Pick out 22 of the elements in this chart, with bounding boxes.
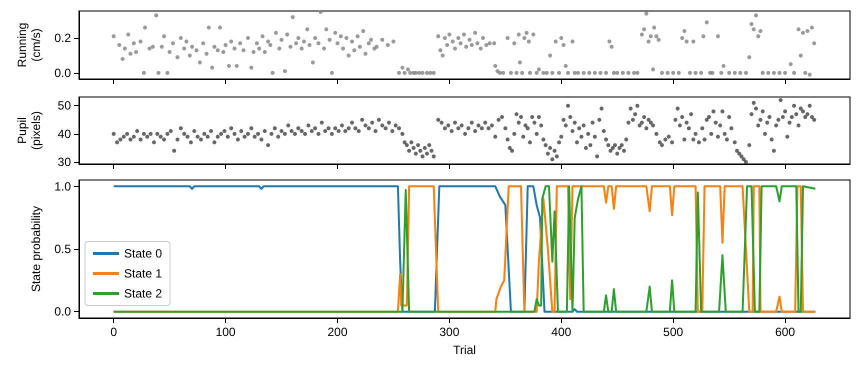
- x-tick-label: 200: [327, 325, 348, 339]
- x-tick-label: 0: [110, 325, 118, 339]
- y-axis-title: State probability: [29, 206, 43, 292]
- y-tick-label: 0.2: [54, 31, 72, 46]
- y-axis-title: Running (cm/s): [15, 22, 43, 68]
- y-tick-label: 30: [58, 155, 72, 170]
- legend-label: State 1: [124, 266, 162, 280]
- y-tick-label: 0.5: [54, 242, 72, 256]
- x-axis-title: Trial: [453, 343, 476, 357]
- y-tick-label: 0.0: [54, 66, 72, 80]
- x-tick-label: 400: [551, 325, 572, 339]
- legend-label: State 2: [124, 286, 162, 300]
- y-tick-label: 0.0: [54, 304, 72, 319]
- legend-label: State 0: [124, 246, 162, 260]
- y-tick-label: 1.0: [54, 179, 72, 194]
- y-tick-label: 50: [58, 98, 72, 113]
- x-tick-label: 300: [439, 325, 460, 339]
- x-tick-label: 600: [775, 325, 796, 339]
- x-tick-label: 100: [216, 325, 236, 339]
- y-tick-label: 40: [58, 126, 72, 141]
- y-axis-title: Pupil (pixels): [15, 111, 43, 150]
- x-tick-label: 500: [663, 325, 684, 339]
